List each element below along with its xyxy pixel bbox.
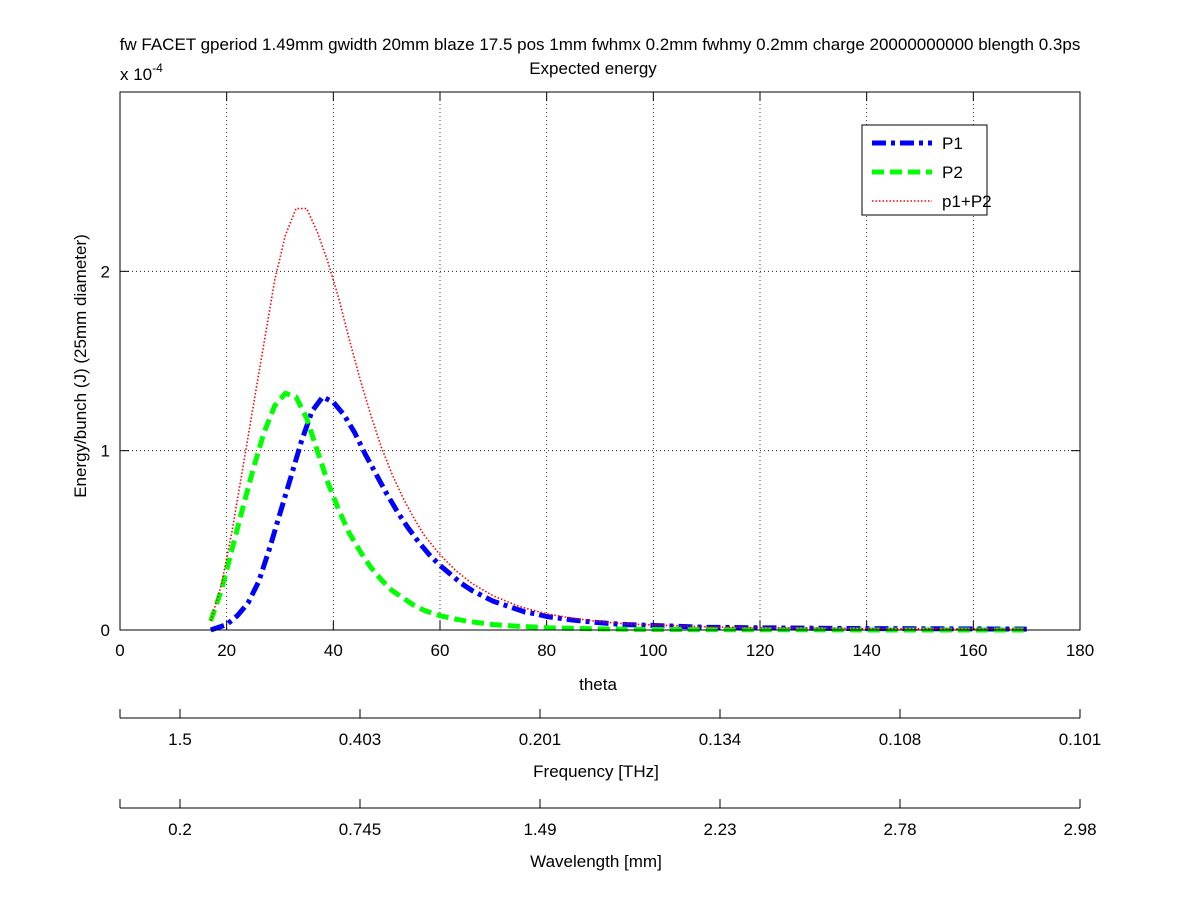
secondary-axis-tick-label: 2.23: [703, 820, 736, 839]
secondary-axis-label-1: Frequency [THz]: [533, 762, 659, 781]
legend-label-3: p1+P2: [942, 192, 992, 211]
legend: P1 P2 p1+P2: [861, 124, 992, 216]
y-tick-label: 0: [101, 621, 110, 640]
series-line-3: [209, 207, 1027, 630]
secondary-axis-tick-label: 1.5: [168, 730, 192, 749]
x-tick-label: 160: [959, 641, 987, 660]
secondary-axis-tick-label: 0.201: [519, 730, 562, 749]
chart-subtitle: Expected energy: [529, 59, 657, 78]
plot-frame: [119, 91, 1081, 631]
x-tick-label: 40: [324, 641, 343, 660]
secondary-axis-tick-label: 0.2: [168, 820, 192, 839]
secondary-axes: 1.5 0.403 0.201 0.134 0.108 0.101 Frequency [T…: [119, 709, 1102, 871]
x-tick-label: 120: [746, 641, 774, 660]
x-axis-ticks: 0 20 40 60 80 100 120 140 160 180: [115, 92, 1094, 660]
y-axis-label: Energy/bunch (J) (25mm diameter): [71, 234, 90, 498]
x-tick-label: 60: [431, 641, 450, 660]
secondary-axis-tick-label: 0.403: [339, 730, 382, 749]
x-tick-label: 180: [1066, 641, 1094, 660]
secondary-axis-tick-label: 2.78: [883, 820, 916, 839]
secondary-axis-tick-label: 0.134: [699, 730, 742, 749]
legend-label-2: P2: [942, 163, 963, 182]
x-tick-label: 80: [537, 641, 556, 660]
series-line-1: [209, 394, 1027, 633]
legend-label-1: P1: [942, 134, 963, 153]
secondary-axis-tick-label: 0.745: [339, 820, 382, 839]
y-tick-label: 1: [101, 442, 110, 461]
y-tick-label: 2: [101, 262, 110, 281]
grid-lines: [120, 92, 1080, 630]
y-exponent-label: x 10-4: [120, 61, 163, 84]
chart-title: fw FACET gperiod 1.49mm gwidth 20mm blaz…: [120, 35, 1081, 54]
secondary-axis-tick-label: 1.49: [523, 820, 556, 839]
x-tick-label: 20: [217, 641, 236, 660]
x-tick-label: 140: [852, 641, 880, 660]
secondary-axis-tick-label: 0.108: [879, 730, 922, 749]
secondary-axis-label-2: Wavelength [mm]: [530, 852, 662, 871]
x-tick-label: 100: [639, 641, 667, 660]
x-axis-label: theta: [579, 675, 617, 694]
secondary-axis-tick-label: 0.101: [1059, 730, 1102, 749]
secondary-axis-tick-label: 2.98: [1063, 820, 1096, 839]
x-tick-label: 0: [115, 641, 124, 660]
